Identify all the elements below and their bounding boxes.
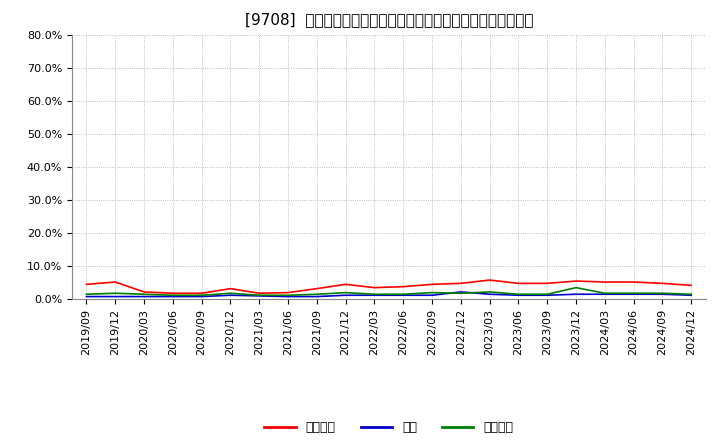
売上債権	[312, 286, 321, 291]
在庫	[428, 293, 436, 298]
Line: 在庫: 在庫	[86, 292, 691, 297]
在庫	[370, 293, 379, 298]
売上債権	[284, 290, 292, 295]
買入債務	[485, 290, 494, 295]
売上債権	[197, 291, 206, 296]
売上債権	[600, 279, 609, 285]
買入債務	[687, 292, 696, 297]
在庫	[226, 293, 235, 298]
買入債務	[514, 292, 523, 297]
在庫	[312, 294, 321, 299]
買入債務	[600, 291, 609, 296]
Line: 買入債務: 買入債務	[86, 288, 691, 295]
売上債権	[687, 283, 696, 288]
売上債権	[658, 281, 667, 286]
売上債権	[572, 279, 580, 284]
売上債権	[111, 279, 120, 285]
在庫	[629, 292, 638, 297]
在庫	[485, 292, 494, 297]
買入債務	[226, 291, 235, 296]
在庫	[255, 293, 264, 299]
在庫	[168, 294, 177, 299]
買入債務	[341, 290, 350, 295]
売上債権	[341, 282, 350, 287]
在庫	[543, 293, 552, 298]
買入債務	[572, 285, 580, 290]
在庫	[341, 293, 350, 298]
買入債務	[399, 292, 408, 297]
買入債務	[658, 291, 667, 296]
Legend: 売上債権, 在庫, 買入債務: 売上債権, 在庫, 買入債務	[259, 416, 518, 439]
Title: [9708]  売上債権、在庫、買入債務の総資産に対する比率の推移: [9708] 売上債権、在庫、買入債務の総資産に対する比率の推移	[245, 12, 533, 27]
買入債務	[197, 293, 206, 298]
在庫	[140, 294, 148, 299]
買入債務	[284, 293, 292, 298]
在庫	[658, 292, 667, 297]
買入債務	[111, 291, 120, 296]
在庫	[284, 294, 292, 299]
在庫	[197, 294, 206, 299]
買入債務	[140, 292, 148, 297]
売上債権	[140, 290, 148, 295]
売上債権	[543, 281, 552, 286]
売上債権	[399, 284, 408, 290]
売上債権	[370, 285, 379, 290]
Line: 売上債権: 売上債権	[86, 280, 691, 293]
買入債務	[428, 290, 436, 295]
在庫	[514, 293, 523, 298]
買入債務	[543, 292, 552, 297]
在庫	[111, 294, 120, 299]
買入債務	[255, 293, 264, 298]
売上債権	[428, 282, 436, 287]
売上債権	[629, 279, 638, 285]
在庫	[456, 290, 465, 295]
売上債権	[514, 281, 523, 286]
売上債権	[82, 282, 91, 287]
在庫	[600, 292, 609, 297]
買入債務	[456, 291, 465, 296]
在庫	[82, 294, 91, 299]
売上債権	[485, 278, 494, 283]
売上債権	[456, 281, 465, 286]
買入債務	[82, 292, 91, 297]
買入債務	[629, 291, 638, 296]
買入債務	[168, 293, 177, 298]
在庫	[572, 292, 580, 297]
在庫	[399, 293, 408, 298]
買入債務	[370, 292, 379, 297]
売上債権	[226, 286, 235, 291]
買入債務	[312, 292, 321, 297]
売上債権	[168, 291, 177, 296]
売上債権	[255, 291, 264, 296]
在庫	[687, 293, 696, 298]
